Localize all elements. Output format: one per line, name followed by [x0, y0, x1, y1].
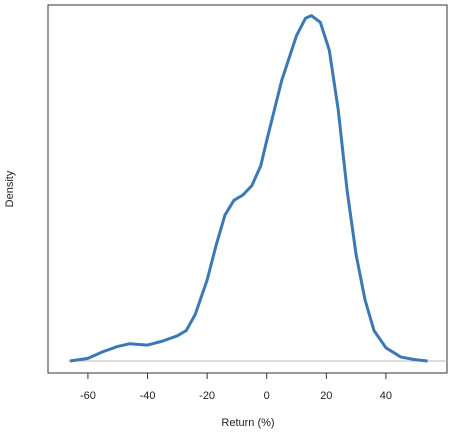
x-tick-label: 0	[264, 390, 270, 402]
density-line	[69, 14, 428, 363]
x-tick-label: -20	[199, 390, 215, 402]
x-axis-label: Return (%)	[221, 417, 274, 429]
x-tick-label: 20	[320, 390, 332, 402]
plot-frame	[47, 4, 448, 374]
x-tick-label: -60	[80, 390, 96, 402]
x-tick-label: 40	[380, 390, 392, 402]
y-axis-label: Density	[4, 170, 16, 207]
x-tick-label: -40	[140, 390, 156, 402]
